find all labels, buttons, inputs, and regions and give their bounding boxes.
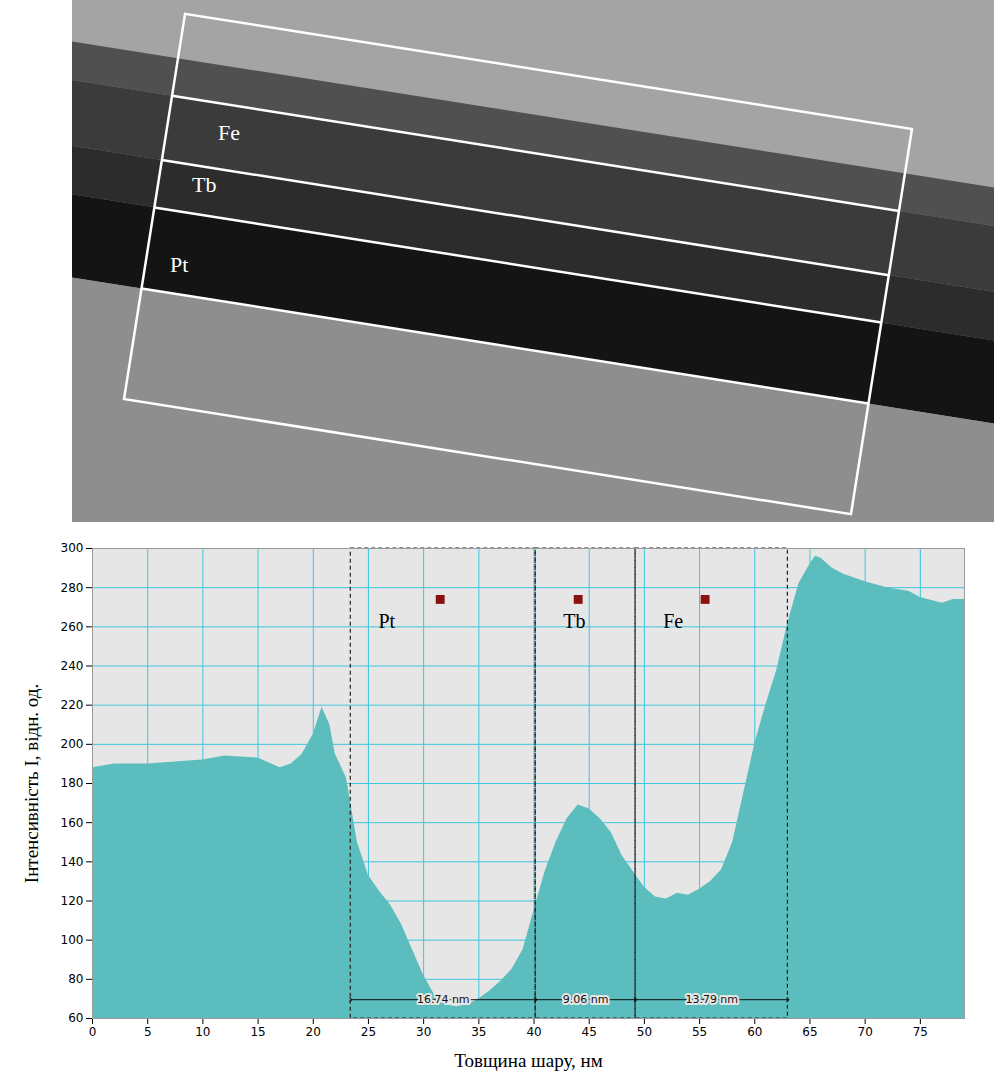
svg-text:65: 65: [802, 1025, 817, 1039]
svg-text:Pt: Pt: [378, 610, 395, 632]
svg-text:60: 60: [747, 1025, 762, 1039]
svg-text:Pt: Pt: [170, 252, 188, 277]
svg-text:140: 140: [61, 855, 84, 869]
svg-text:20: 20: [306, 1025, 321, 1039]
svg-text:9.06 nm: 9.06 nm: [563, 993, 609, 1006]
svg-text:25: 25: [361, 1025, 376, 1039]
svg-text:240: 240: [61, 659, 84, 673]
svg-text:180: 180: [61, 776, 84, 790]
svg-text:60: 60: [68, 1011, 83, 1025]
svg-text:Fe: Fe: [218, 120, 240, 145]
svg-text:280: 280: [61, 581, 84, 595]
svg-text:0: 0: [89, 1025, 97, 1039]
svg-text:Інтенсивність I, відн. од.: Інтенсивність I, відн. од.: [21, 684, 42, 883]
svg-text:220: 220: [61, 698, 84, 712]
svg-text:70: 70: [858, 1025, 873, 1039]
svg-text:80: 80: [68, 972, 83, 986]
svg-text:35: 35: [471, 1025, 486, 1039]
svg-text:45: 45: [582, 1025, 597, 1039]
svg-text:Tb: Tb: [192, 172, 216, 197]
svg-text:200: 200: [61, 737, 84, 751]
svg-text:300: 300: [61, 541, 84, 555]
svg-text:40: 40: [526, 1025, 541, 1039]
svg-text:13.79 nm: 13.79 nm: [685, 993, 738, 1006]
svg-text:120: 120: [61, 894, 84, 908]
svg-text:30: 30: [416, 1025, 431, 1039]
svg-text:100: 100: [61, 933, 84, 947]
svg-text:260: 260: [61, 620, 84, 634]
svg-text:16.74 nm: 16.74 nm: [417, 993, 470, 1006]
svg-text:10: 10: [195, 1025, 210, 1039]
svg-text:75: 75: [913, 1025, 928, 1039]
svg-text:55: 55: [692, 1025, 707, 1039]
svg-text:5: 5: [144, 1025, 152, 1039]
svg-text:160: 160: [61, 816, 84, 830]
svg-text:Товщина шару, нм: Товщина шару, нм: [454, 1050, 602, 1071]
svg-text:15: 15: [250, 1025, 265, 1039]
svg-text:50: 50: [637, 1025, 652, 1039]
svg-text:Tb: Tb: [563, 610, 585, 632]
svg-text:Fe: Fe: [663, 610, 683, 632]
